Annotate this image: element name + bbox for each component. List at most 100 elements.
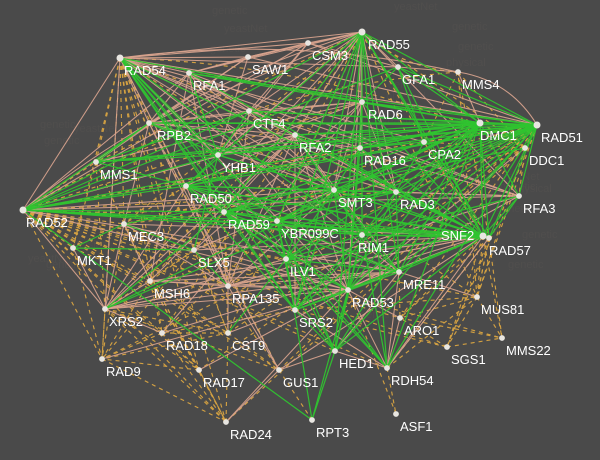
graph-node-rpa135[interactable] <box>225 283 231 289</box>
graph-node-rad24[interactable] <box>223 419 229 425</box>
graph-node-msh6[interactable] <box>147 278 153 284</box>
graph-node-label-rfa1: RFA1 <box>193 78 226 93</box>
edge-yeastnet <box>294 309 336 352</box>
edge-yeastnet <box>223 211 400 273</box>
graph-node-rad9[interactable] <box>99 356 105 362</box>
edge-genetic <box>123 124 538 225</box>
edge-yeastnet <box>22 185 187 211</box>
graph-node-rad59[interactable] <box>221 209 227 215</box>
graph-node-label-rad59: RAD59 <box>228 217 270 232</box>
edge-yeastnet <box>276 189 335 222</box>
graph-node-mre11[interactable] <box>396 269 402 275</box>
edge-genetic <box>446 296 478 348</box>
edge-yeastnet <box>361 101 484 237</box>
graph-node-asf1[interactable] <box>393 411 399 417</box>
graph-node-snf2[interactable] <box>479 232 487 240</box>
graph-node-rfa1[interactable] <box>186 70 192 76</box>
graph-node-sgs1[interactable] <box>444 344 450 350</box>
graph-node-rad54[interactable] <box>116 54 124 62</box>
graph-node-rad18[interactable] <box>159 330 165 336</box>
graph-node-ctf4[interactable] <box>246 108 252 114</box>
graph-node-ddc1[interactable] <box>522 145 528 151</box>
graph-node-label-dmc1: DMC1 <box>480 128 517 143</box>
graph-node-smt3[interactable] <box>331 187 337 193</box>
edge-physical <box>149 134 296 282</box>
graph-node-dmc1[interactable] <box>476 119 484 127</box>
node-label-layer: RAD54 CSM3 RAD55 SAW1 GFA1 MMS4 RFA1 RAD6 CTF4 RP… <box>26 37 583 442</box>
edge-genetic <box>72 247 103 360</box>
graph-node-yhb1[interactable] <box>215 152 221 158</box>
edge-physical <box>225 289 349 423</box>
edge-physical <box>22 189 335 211</box>
edge-physical <box>104 223 125 310</box>
graph-node-mus81[interactable] <box>474 294 480 300</box>
graph-node-label-ddc1: DDC1 <box>529 153 564 168</box>
edge-physical <box>104 308 163 334</box>
graph-node-rad50[interactable] <box>183 183 189 189</box>
graph-node-mms22[interactable] <box>499 335 505 341</box>
edge-yeastnet <box>361 234 490 239</box>
edge-yeastnet <box>386 124 538 369</box>
graph-node-srs2[interactable] <box>292 307 298 313</box>
graph-node-rad52[interactable] <box>19 206 27 214</box>
graph-node-rad6[interactable] <box>359 99 365 105</box>
graph-node-ybr099c[interactable] <box>274 218 280 224</box>
graph-node-cpa2[interactable] <box>421 139 427 145</box>
graph-node-csm3[interactable] <box>305 40 311 46</box>
graph-node-rdh54[interactable] <box>384 365 390 371</box>
edge-yeastnet <box>193 154 219 251</box>
edge-yeastnet <box>333 189 363 236</box>
graph-node-label-gus1: GUS1 <box>283 375 318 390</box>
graph-node-ilv1[interactable] <box>283 256 289 262</box>
graph-node-rad17[interactable] <box>196 367 202 373</box>
edge-genetic <box>193 249 229 334</box>
graph-node-label-rad52: RAD52 <box>26 215 68 230</box>
graph-node-aro1[interactable] <box>397 315 403 321</box>
edge-physical <box>334 271 400 352</box>
graph-node-saw1[interactable] <box>245 54 251 60</box>
edge-genetic <box>227 31 363 334</box>
graph-node-rad51[interactable] <box>533 121 541 129</box>
edge-yeastnet <box>361 31 538 126</box>
graph-node-mms4[interactable] <box>455 69 461 75</box>
graph-node-gfa1[interactable] <box>395 64 401 70</box>
graph-node-slx5[interactable] <box>191 247 197 253</box>
graph-node-rpt3[interactable] <box>309 417 315 423</box>
edge-physical <box>119 57 399 68</box>
edge-yeastnet <box>361 234 388 369</box>
graph-node-rfa2[interactable] <box>292 132 298 138</box>
edge-genetic <box>225 332 229 423</box>
graph-node-mec3[interactable] <box>121 221 127 227</box>
edge-physical <box>227 271 400 287</box>
graph-node-gus1[interactable] <box>276 367 282 373</box>
graph-node-rad53[interactable] <box>345 287 351 293</box>
graph-node-xrs2[interactable] <box>102 306 108 312</box>
watermark-text: genetic <box>452 21 488 33</box>
edge-physical <box>119 57 296 136</box>
edge-yeastnet <box>148 122 484 237</box>
graph-node-label-mms4: MMS4 <box>462 77 500 92</box>
graph-node-rad55[interactable] <box>358 28 366 36</box>
graph-node-rad16[interactable] <box>357 145 363 151</box>
graph-node-rfa3[interactable] <box>516 193 522 199</box>
edge-yeastnet <box>397 66 484 237</box>
graph-node-rim1[interactable] <box>359 232 365 238</box>
graph-node-hed1[interactable] <box>332 348 338 354</box>
edge-genetic <box>149 31 363 282</box>
graph-node-rpb2[interactable] <box>146 120 152 126</box>
edge-genetic <box>198 147 526 371</box>
graph-node-mkt1[interactable] <box>70 245 76 251</box>
graph-node-mms1[interactable] <box>93 159 99 165</box>
graph-node-label-rad54: RAD54 <box>124 63 166 78</box>
edge-yeastnet <box>185 185 296 311</box>
graph-node-rad57[interactable] <box>486 235 492 241</box>
node-layer[interactable] <box>19 28 541 425</box>
edge-physical <box>148 101 363 124</box>
graph-node-rad3[interactable] <box>393 189 399 195</box>
edge-yeastnet <box>217 110 250 156</box>
graph-node-cst9[interactable] <box>225 330 231 336</box>
graph-node-label-cpa2: CPA2 <box>428 147 461 162</box>
edge-yeastnet <box>285 258 313 421</box>
